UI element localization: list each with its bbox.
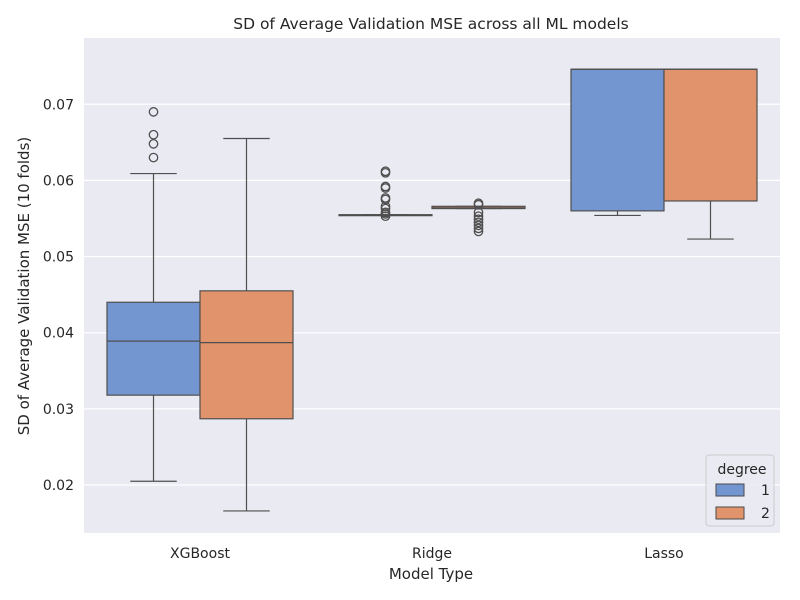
outlier-point [380, 207, 391, 218]
box-iqr [199, 290, 294, 420]
outlier-point [473, 220, 484, 231]
box-xgboost-degree-2 [199, 137, 294, 512]
outlier-point [473, 226, 484, 237]
chart-title: SD of Average Validation MSE across all … [233, 15, 628, 33]
outlier-point [148, 139, 159, 149]
outlier-point [473, 223, 484, 234]
box-xgboost-degree-1 [106, 107, 201, 482]
x-tick-label: Ridge [412, 546, 452, 562]
y-tick-label: 0.03 [43, 402, 74, 418]
outlier-point [380, 193, 391, 203]
outlier-point [148, 152, 159, 163]
outlier-point [473, 207, 484, 218]
box-iqr [106, 301, 201, 396]
outlier-point [148, 129, 159, 140]
x-axis-title: Model Type [389, 565, 473, 583]
x-tick-label: Lasso [644, 546, 684, 562]
legend-label-degree-2: 2 [761, 506, 770, 522]
y-tick-label: 0.02 [43, 478, 74, 494]
y-tick-label: 0.05 [43, 250, 74, 266]
boxes-layer [106, 68, 758, 512]
legend-label-degree-1: 1 [761, 483, 770, 499]
box-lasso-degree-2 [663, 68, 758, 240]
x-tick-labels: XGBoost Ridge Lasso [170, 546, 684, 562]
box-iqr [570, 68, 665, 212]
outlier-point [473, 211, 484, 222]
y-tick-label: 0.06 [43, 173, 74, 189]
legend-title: degree [717, 462, 766, 478]
box-lasso-degree-1 [570, 68, 665, 217]
legend-swatch-degree-1 [715, 483, 745, 497]
y-tick-label: 0.07 [43, 97, 74, 113]
box-iqr [663, 68, 758, 202]
y-tick-labels: 0.02 0.03 0.04 0.05 0.06 0.07 [43, 97, 74, 494]
y-tick-label: 0.04 [43, 326, 74, 342]
outlier-point [380, 166, 391, 177]
outlier-point [473, 217, 484, 228]
outlier-point [380, 181, 391, 192]
legend: degree 1 2 [705, 454, 775, 527]
box-ridge-degree-1 [338, 166, 433, 222]
outlier-point [473, 214, 484, 225]
x-tick-label: XGBoost [170, 546, 230, 562]
outlier-point [148, 107, 159, 117]
outlier-point [473, 198, 484, 209]
legend-swatch-degree-2 [715, 506, 745, 520]
y-axis-title: SD of Average Validation MSE (10 folds) [15, 137, 33, 436]
box-ridge-degree-2 [431, 198, 526, 237]
